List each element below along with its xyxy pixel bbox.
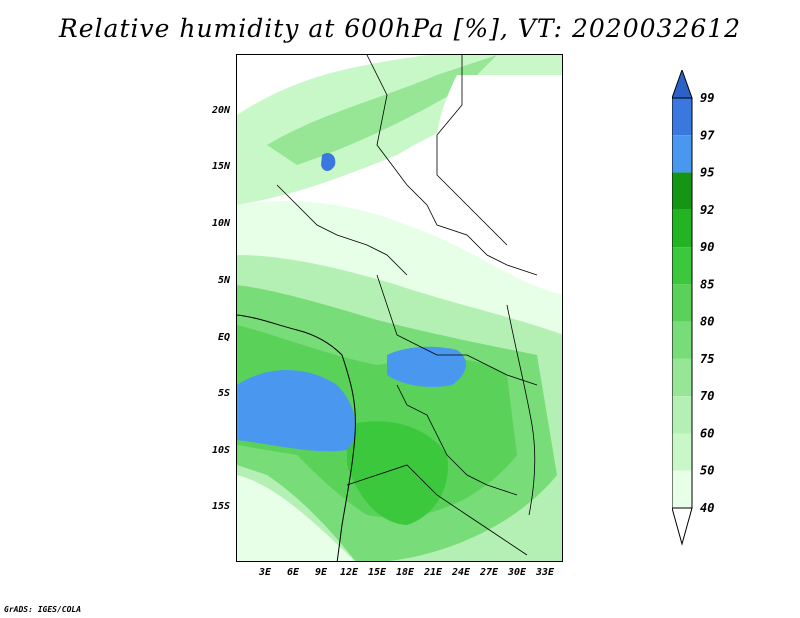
colorbar-label: 85: [700, 277, 714, 291]
humidity-field: [237, 55, 562, 561]
colorbar-bottom-triangle: [672, 507, 693, 546]
colorbar-swatch: [672, 209, 692, 248]
x-tick-9e: 9E: [314, 567, 328, 578]
x-tick-33e: 33E: [535, 567, 555, 578]
colorbar-label: 75: [700, 352, 714, 366]
colorbar-label: 60: [700, 426, 714, 440]
colorbar: 40 50 60 70 75 80 85 90 92 95 97 99: [672, 70, 715, 546]
colorbar-label: 80: [700, 315, 714, 329]
colorbar-swatch: [672, 172, 692, 210]
colorbar-top-triangle: [672, 70, 693, 99]
y-tick-15s: 15S: [211, 501, 230, 512]
y-tick-eq: EQ: [217, 332, 230, 343]
credit-text: GrADS: IGES/COLA: [4, 605, 82, 614]
x-tick-18e: 18E: [395, 567, 415, 578]
x-tick-27e: 27E: [479, 567, 499, 578]
colorbar-swatch: [672, 396, 692, 434]
colorbar-swatch: [672, 284, 692, 322]
colorbar-label: 97: [700, 128, 715, 142]
colorbar-label: 90: [700, 240, 714, 254]
colorbar-swatch: [672, 98, 692, 136]
y-tick-5s: 5S: [217, 388, 230, 399]
colorbar-swatch: [672, 321, 692, 359]
x-tick-3e: 3E: [258, 567, 272, 578]
colorbar-label: 40: [700, 501, 714, 515]
colorbar-label: 99: [700, 91, 714, 105]
colorbar-swatch: [672, 358, 692, 397]
x-tick-24e: 24E: [451, 567, 471, 578]
colorbar-label: 50: [700, 464, 714, 478]
colorbar-swatch: [672, 433, 692, 471]
y-tick-5n: 5N: [217, 275, 230, 286]
y-tick-10s: 10S: [211, 445, 230, 456]
chart-title: Relative humidity at 600hPa [%], VT: 202…: [58, 14, 742, 43]
x-tick-12e: 12E: [339, 567, 359, 578]
colorbar-label: 70: [700, 389, 714, 403]
y-tick-10n: 10N: [211, 218, 230, 229]
colorbar-swatch: [672, 135, 692, 173]
x-tick-21e: 21E: [423, 567, 443, 578]
colorbar-label: 95: [700, 166, 714, 180]
x-tick-15e: 15E: [367, 567, 387, 578]
y-tick-15n: 15N: [211, 161, 230, 172]
x-tick-6e: 6E: [286, 567, 300, 578]
colorbar-swatch: [672, 247, 692, 285]
map-panel: [236, 54, 563, 562]
colorbar-label: 92: [700, 203, 714, 217]
y-tick-20n: 20N: [211, 105, 230, 116]
colorbar-swatch: [672, 470, 692, 508]
x-tick-30e: 30E: [507, 567, 527, 578]
